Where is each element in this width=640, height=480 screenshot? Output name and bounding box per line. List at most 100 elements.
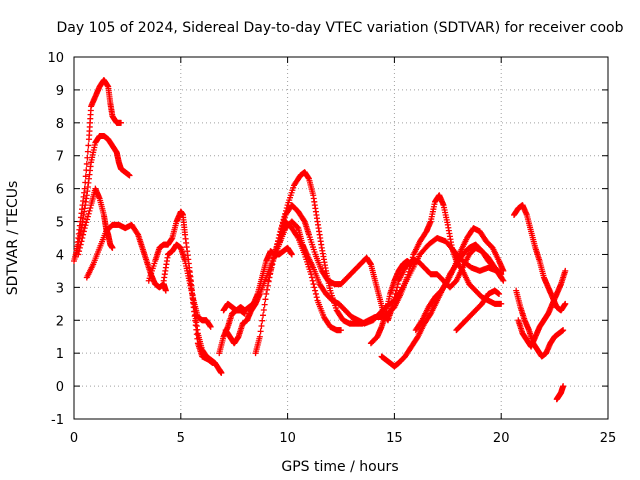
plot-frame	[73, 56, 609, 420]
data-point	[209, 360, 216, 367]
x-tick-label: 15	[386, 431, 403, 446]
data-point	[270, 254, 277, 261]
data-point	[266, 271, 273, 278]
y-tick-label: 4	[56, 248, 64, 263]
data-point	[496, 290, 503, 297]
x-tick-label: 5	[177, 431, 185, 446]
series-track-14	[367, 258, 415, 347]
data-point	[268, 264, 275, 271]
data-point	[258, 323, 265, 330]
data-point	[278, 232, 285, 239]
data-point	[276, 238, 283, 245]
data-point	[81, 185, 88, 192]
data-point	[262, 296, 269, 303]
data-point	[256, 333, 263, 340]
data-point	[498, 274, 505, 281]
data-point	[279, 230, 286, 237]
data-point	[313, 294, 320, 301]
y-tick-label: 10	[47, 51, 64, 66]
axis-ticks: 0 5 10 15 20 25 -1 0 1 2 3 4 5 6 7 8 9 10	[47, 51, 616, 446]
data-point	[76, 248, 83, 255]
data-point	[280, 224, 287, 231]
grid	[74, 57, 608, 419]
data-point	[283, 204, 290, 211]
y-tick-label: 9	[56, 84, 64, 99]
x-tick-label: 10	[279, 431, 296, 446]
data-point	[259, 317, 266, 324]
data-point	[81, 225, 88, 232]
series-track-21	[553, 383, 567, 403]
data-point	[117, 119, 124, 126]
data-point	[207, 323, 214, 330]
data-point	[409, 254, 416, 261]
series-track-1	[71, 132, 133, 265]
y-tick-label: 7	[56, 150, 64, 165]
data-point	[77, 241, 84, 248]
series-track-7	[186, 267, 216, 367]
data-point	[260, 312, 267, 319]
x-tick-label: 0	[70, 431, 78, 446]
data-point	[288, 251, 295, 258]
series-track-4	[83, 221, 169, 294]
series-track-6	[160, 241, 214, 330]
data-point	[82, 173, 89, 180]
data-point	[393, 287, 400, 294]
data-point	[266, 274, 273, 281]
data-point	[309, 277, 316, 284]
series-track-5	[145, 208, 225, 376]
y-tick-label: 5	[56, 216, 64, 231]
data-point	[83, 167, 90, 174]
data-point	[218, 369, 225, 376]
data-point	[408, 261, 415, 268]
data-point	[270, 258, 277, 265]
series-track-13	[276, 218, 344, 334]
series-track-8	[216, 244, 295, 357]
y-tick-label: 0	[56, 380, 64, 395]
data-point	[82, 222, 89, 229]
data-point	[312, 290, 319, 297]
y-tick-label: 8	[56, 117, 64, 132]
data-point	[162, 287, 169, 294]
data-point	[84, 216, 91, 223]
series-track-9	[220, 300, 248, 317]
data-point	[269, 261, 276, 268]
y-tick-label: -1	[51, 413, 64, 428]
data-point	[311, 284, 318, 291]
series-track-2	[73, 77, 124, 258]
data-point	[276, 241, 283, 248]
x-tick-label: 20	[493, 431, 510, 446]
data-point	[280, 227, 287, 234]
y-tick-label: 1	[56, 347, 64, 362]
data-point	[126, 172, 133, 179]
y-axis-title: SDTVAR / TECUs	[5, 181, 21, 296]
data-point	[338, 327, 344, 334]
data-point	[273, 244, 280, 251]
data-point	[134, 230, 141, 237]
data-point	[405, 271, 412, 278]
data-point	[312, 287, 319, 294]
data-point	[83, 160, 90, 167]
data-point	[78, 238, 85, 245]
data-point	[85, 210, 92, 217]
series-track-3	[75, 185, 116, 258]
data-point	[87, 204, 94, 211]
data-point	[260, 306, 267, 313]
data-point	[84, 148, 91, 155]
data-point	[500, 267, 507, 274]
data-point	[560, 327, 567, 334]
data-point	[265, 277, 272, 284]
data-point	[76, 244, 83, 251]
series-track-16	[412, 225, 507, 334]
data-point	[310, 281, 317, 288]
data-point	[498, 300, 505, 307]
data-point	[404, 274, 411, 281]
series-track-20	[515, 267, 569, 350]
data-point	[86, 207, 93, 214]
data-point	[257, 328, 264, 335]
data-point	[264, 286, 271, 293]
data-point	[562, 267, 569, 274]
data-point	[271, 251, 278, 258]
data-point	[282, 207, 289, 214]
data-point	[80, 228, 87, 235]
